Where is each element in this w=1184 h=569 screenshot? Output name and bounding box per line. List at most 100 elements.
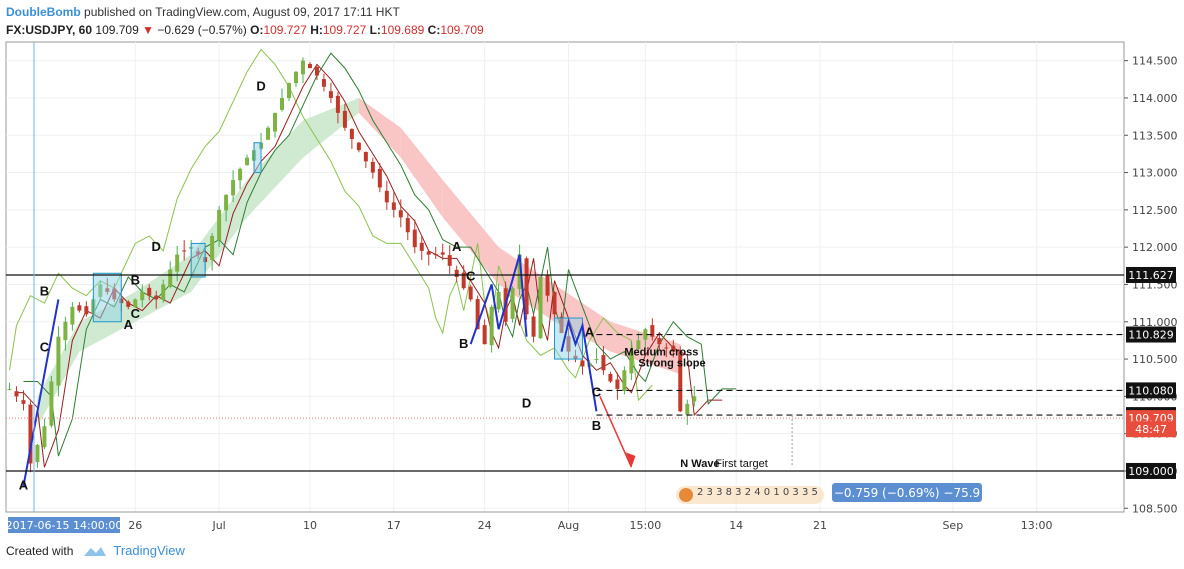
candle-body: [224, 194, 229, 211]
wave-label: D: [152, 239, 161, 254]
y-tick-label: 113.000: [1132, 167, 1178, 180]
high-label: H:: [310, 23, 323, 37]
candle-body: [147, 287, 152, 296]
level-price-label: 110.829: [1128, 329, 1174, 342]
candle-body: [615, 379, 620, 389]
candle-body: [140, 291, 145, 301]
ichimoku-cloud-segment: [442, 180, 499, 285]
candle-body: [363, 151, 368, 162]
wave-label: C: [40, 340, 50, 355]
flag-icon: [679, 488, 693, 502]
x-tick-label: 10: [303, 519, 317, 532]
x-tick-label: Jul: [211, 519, 225, 532]
wave-box: [92, 272, 122, 323]
open-label: O:: [250, 23, 264, 37]
candle-body: [657, 338, 662, 345]
candle-body: [489, 306, 494, 346]
candle-body: [210, 235, 215, 260]
y-tick-label: 110.500: [1132, 353, 1178, 366]
y-tick-label: 114.000: [1132, 92, 1178, 105]
x-tick-label: 21: [813, 519, 827, 532]
wave-line-late: [560, 317, 598, 412]
candle-body: [133, 299, 138, 308]
candle-body: [461, 272, 466, 289]
x-tick-label: 15:00: [630, 519, 662, 532]
candle-body: [7, 388, 12, 390]
low-value: 109.689: [380, 23, 425, 37]
candle-body: [245, 157, 250, 166]
wave-label: D: [522, 396, 531, 411]
candle-body: [468, 286, 473, 300]
chart-note: Strong slope: [638, 358, 705, 370]
candle-body: [433, 254, 438, 256]
candle-body: [685, 403, 690, 415]
candle-body: [84, 306, 89, 315]
author-name[interactable]: DoubleBomb: [6, 5, 81, 19]
candle-body: [608, 373, 613, 382]
y-tick-label: 111.000: [1132, 316, 1178, 329]
candle-body: [286, 83, 291, 99]
level-price-label: 109.000: [1128, 465, 1174, 478]
y-tick-label: 114.500: [1132, 55, 1178, 68]
y-tick-label: 112.000: [1132, 241, 1178, 254]
candle-body: [266, 127, 271, 140]
candle-body: [650, 325, 655, 337]
close-value: 109.709: [440, 23, 484, 37]
chart-note: First target: [715, 458, 768, 470]
stats-badge: [832, 483, 982, 502]
candle-body: [273, 112, 278, 132]
y-tick-label: 108.500: [1132, 502, 1178, 515]
candle-body: [426, 251, 431, 255]
candle-body: [231, 180, 236, 196]
x-cursor-label: 2017-06-15 14:00:00: [6, 519, 123, 532]
low-label: L:: [369, 23, 381, 37]
candle-body: [412, 229, 417, 248]
candle-body: [552, 292, 557, 315]
candle-body: [21, 400, 26, 404]
price-chart[interactable]: 108.500109.000109.500110.000110.500111.0…: [0, 40, 1184, 540]
candle-body: [28, 404, 33, 464]
candle-body: [629, 351, 634, 374]
candle-body: [126, 301, 131, 307]
candle-body: [314, 67, 319, 76]
candle-body: [182, 250, 187, 252]
x-tick-label: Sep: [942, 519, 963, 532]
candle-body: [538, 277, 543, 339]
candle-body: [70, 306, 75, 325]
candle-body: [447, 255, 452, 266]
high-value: 109.727: [322, 23, 367, 37]
wave-label: A: [19, 478, 29, 493]
candle-body: [293, 71, 298, 84]
candle-body: [531, 316, 536, 337]
wave-label: B: [40, 284, 49, 299]
wave-label: A: [585, 325, 595, 340]
candle-body: [168, 269, 173, 287]
ichimoku-cloud-segment: [247, 120, 303, 218]
level-price-tag: [1126, 382, 1176, 399]
candle-body: [280, 97, 285, 110]
candle-body: [335, 95, 340, 113]
wave-label: B: [592, 418, 601, 433]
candle-body: [496, 291, 501, 310]
candle-body: [154, 295, 159, 300]
candle-body: [370, 161, 375, 173]
price-tag-label: 48:47: [1135, 423, 1167, 436]
candle-body: [42, 426, 47, 448]
x-tick-label: 13:00: [1021, 519, 1053, 532]
candle-body: [398, 210, 403, 218]
candle-body: [419, 242, 424, 251]
header: DoubleBomb published on TradingView.com,…: [6, 4, 400, 20]
candle-body: [56, 336, 61, 386]
created-with-label: Created with: [6, 543, 74, 558]
level-price-tag: [1126, 326, 1176, 343]
candle-body: [510, 288, 515, 319]
candle-body: [342, 110, 347, 128]
candle-body: [35, 444, 40, 463]
symbol-label[interactable]: FX:USDJPY, 60: [6, 23, 93, 37]
level-price-label: 110.080: [1128, 384, 1174, 397]
x-tick-label: 24: [478, 519, 492, 532]
level-price-tag: [1126, 462, 1176, 479]
wave-label: A: [124, 317, 134, 332]
wave-box: [190, 242, 206, 278]
tradingview-brand-link[interactable]: TradingView: [113, 543, 185, 558]
